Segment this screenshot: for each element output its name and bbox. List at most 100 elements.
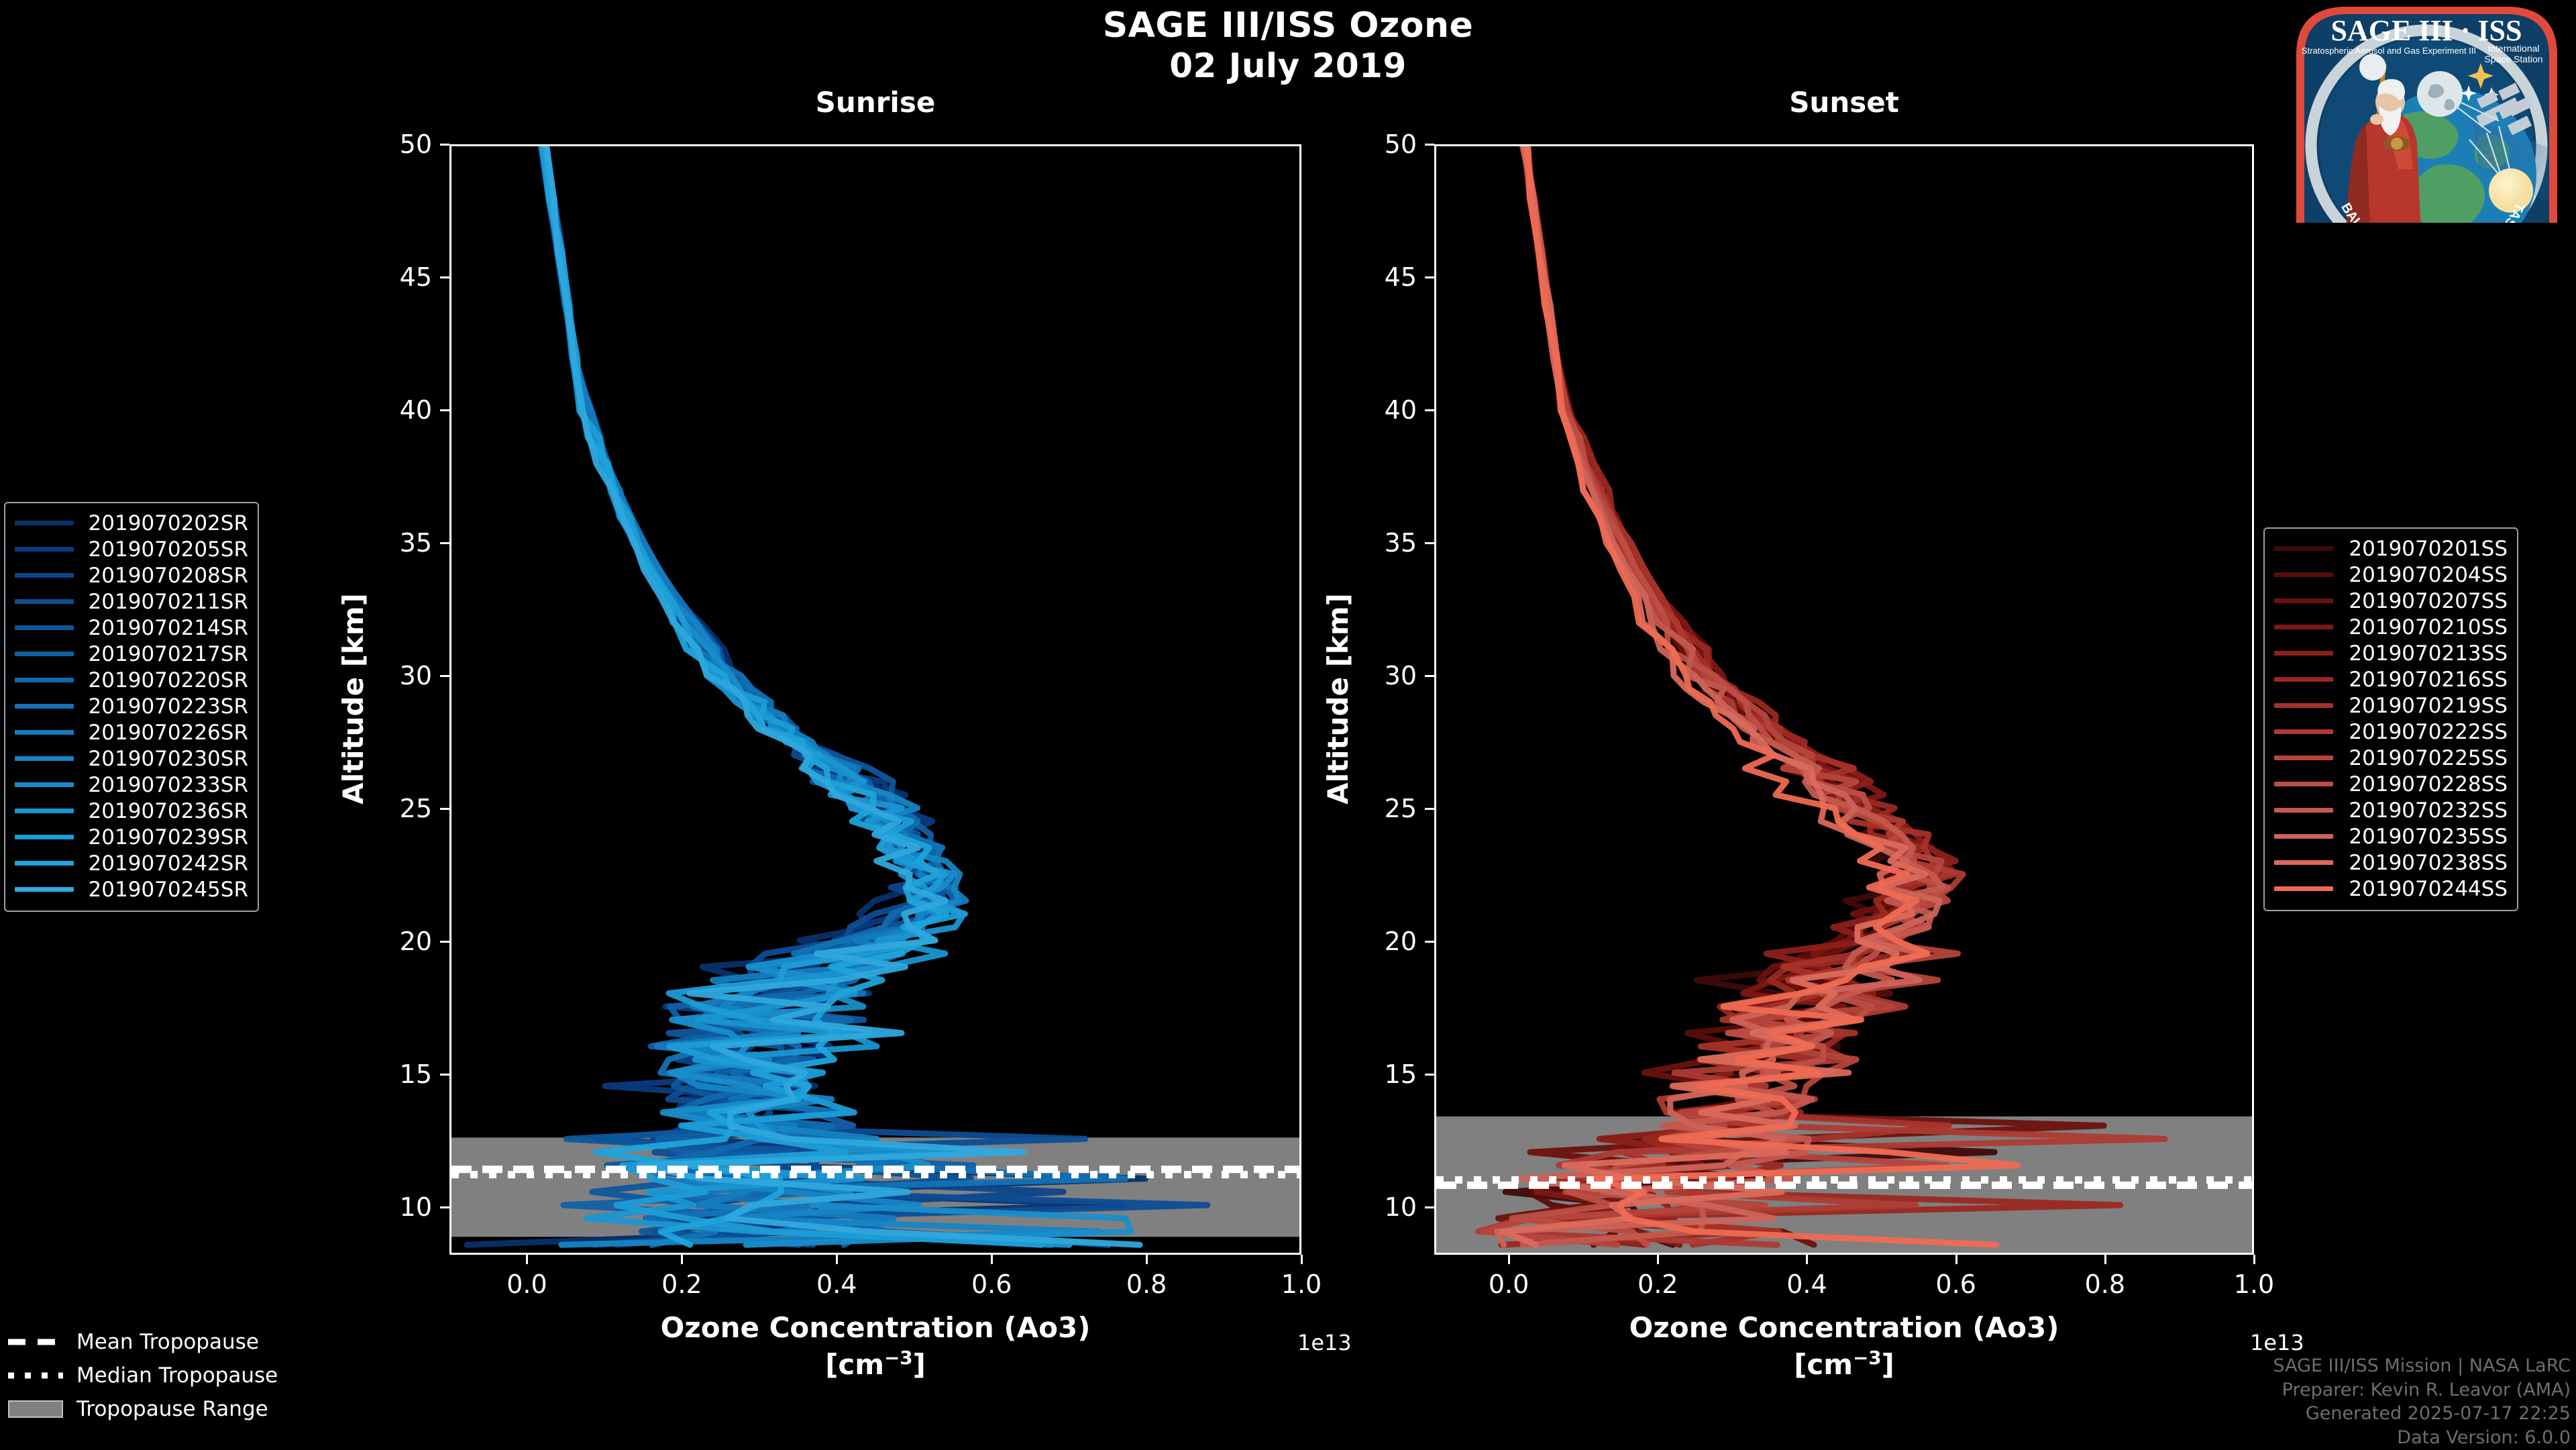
legend-color-swatch [2274,808,2333,813]
legend-color-swatch [15,704,74,709]
y-tick-label: 35 [1384,527,1417,558]
y-tick-mark [1425,409,1434,411]
plot-panel-sunset [1434,144,2254,1255]
legend-item-event[interactable]: 2019070235SS [2274,823,2508,849]
legend-event-label: 2019070211SR [88,589,248,614]
x-axis-exponent-sunrise: 1e13 [1297,1330,1352,1355]
legend-color-swatch [15,861,74,866]
figure-hair [2377,79,2405,101]
legend-item-event[interactable]: 2019070210SS [2274,614,2508,640]
legend-color-swatch [15,547,74,552]
legend-color-swatch [15,573,74,578]
legend-color-swatch [15,756,74,761]
legend-event-label: 2019070225SS [2349,745,2508,770]
x-tick-label: 0.0 [1488,1270,1529,1299]
x-tick-mark [1508,1255,1511,1264]
y-tick-label: 25 [1384,793,1417,823]
mission-patch-svg: BALL · NASA TAS-I · ESA SAGE III · ISS S… [2296,7,2557,223]
x-axis-label-sunset: Ozone Concentration (Ao3) [cm−3] [1434,1310,2254,1383]
staff-orb [2359,54,2386,81]
credits-line: Preparer: Kevin R. Leavor (AMA) [2282,1379,2571,1400]
legend-sunset-events[interactable]: 2019070201SS 2019070204SS 2019070207SS 2019… [2263,527,2518,911]
panel-title-sunrise: Sunrise [815,86,936,119]
legend-item-event[interactable]: 2019070223SR [15,693,248,719]
y-axis-label-sunrise: Altitude [km] [336,592,370,805]
credits-line: Generated 2025-07-17 22:25 [2305,1403,2571,1425]
legend-item-event[interactable]: 2019070201SS [2274,535,2508,562]
legend-item-event[interactable]: 2019070214SR [15,615,248,641]
y-tick-mark [440,940,449,943]
legend-item-event[interactable]: 2019070213SS [2274,640,2508,666]
legend-color-swatch [15,730,74,735]
legend-item-event[interactable]: 2019070219SS [2274,692,2508,719]
legend-item-event[interactable]: 2019070226SR [15,719,248,745]
dotted-line-icon [7,1368,64,1383]
plot-panel-sunrise [449,144,1301,1255]
legend-color-swatch [2274,703,2333,708]
legend-item-event[interactable]: 2019070238SS [2274,849,2508,876]
legend-item-event[interactable]: 2019070228SS [2274,771,2508,797]
legend-event-label: 2019070219SS [2349,693,2508,718]
legend-item-median-tropopause: Median Tropopause [7,1359,278,1392]
y-tick-mark [1425,541,1434,544]
legend-item-event[interactable]: 2019070205SR [15,536,248,562]
legend-item-event[interactable]: 2019070233SR [15,772,248,798]
legend-color-swatch [15,782,74,787]
legend-event-label: 2019070208SR [88,563,248,588]
star-icon [2461,85,2477,101]
legend-event-label: 2019070216SS [2349,667,2508,692]
figure-beard [2379,106,2402,136]
legend-item-event[interactable]: 2019070230SR [15,745,248,772]
legend-item-event[interactable]: 2019070242SR [15,850,248,876]
legend-item-event[interactable]: 2019070220SR [15,667,248,693]
x-axis-label-line2-sunset: [cm−3] [1794,1346,1894,1381]
profile-line [542,146,1134,1248]
legend-item-event[interactable]: 2019070204SS [2274,562,2508,588]
legend-event-label: 2019070220SR [88,668,248,692]
legend-item-event[interactable]: 2019070217SR [15,641,248,667]
legend-event-label: 2019070239SR [88,825,248,849]
legend-event-label: 2019070223SR [88,694,248,719]
legend-event-label: 2019070217SR [88,641,248,666]
legend-item-event[interactable]: 2019070245SR [15,876,248,902]
x-tick-mark [681,1255,684,1264]
y-tick-label: 35 [399,527,432,558]
profile-line [539,146,1045,1248]
legend-item-event[interactable]: 2019070208SR [15,562,248,588]
y-tick-mark [1425,276,1434,278]
x-tick-label: 0.6 [1935,1270,1976,1299]
legend-event-label: 2019070214SR [88,615,248,640]
legend-event-label: 2019070201SS [2349,536,2508,561]
y-tick-mark [1425,1073,1434,1076]
legend-item-event[interactable]: 2019070239SR [15,824,248,850]
profile-line [538,146,1102,1248]
y-tick-mark [440,1073,449,1076]
credits-block: SAGE III/ISS Mission | NASA LaRC Preparer… [2061,1354,2571,1450]
legend-color-swatch [15,652,74,656]
legend-color-swatch [15,678,74,682]
legend-item-tropopause-range: Tropopause Range [7,1392,275,1426]
x-tick-mark [836,1255,839,1264]
legend-item-event[interactable]: 2019070222SS [2274,719,2508,745]
legend-item-event[interactable]: 2019070232SS [2274,797,2508,823]
legend-item-event[interactable]: 2019070216SS [2274,666,2508,692]
legend-item-event[interactable]: 2019070207SS [2274,588,2508,614]
credits-line: Data Version: 6.0.0 [2397,1427,2571,1448]
x-tick-mark [2104,1255,2106,1264]
legend-color-swatch [2274,782,2333,786]
legend-item-event[interactable]: 2019070244SS [2274,876,2508,902]
legend-item-mean-tropopause: Mean Tropopause [7,1325,275,1359]
profile-line [1475,146,2168,1248]
legend-item-event[interactable]: 2019070225SS [2274,745,2508,771]
legend-item-event[interactable]: 2019070202SR [15,510,248,536]
x-tick-mark [1657,1255,1660,1264]
legend-sunrise-events[interactable]: 2019070202SR 2019070205SR 2019070208SR 2019… [4,502,259,912]
profile-line [1495,146,2107,1248]
x-tick-mark [526,1255,529,1264]
y-tick-mark [1425,807,1434,810]
legend-item-event[interactable]: 2019070236SR [15,798,248,824]
legend-color-swatch [15,521,74,525]
dashed-line-icon [7,1335,64,1349]
legend-item-event[interactable]: 2019070211SR [15,588,248,615]
